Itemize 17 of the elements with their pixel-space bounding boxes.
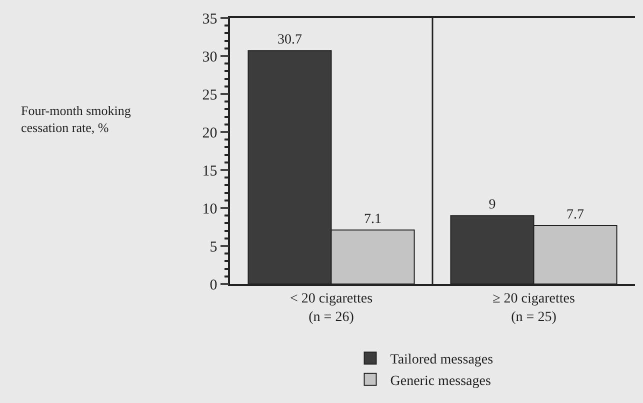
y-tick-label: 25 [202,87,218,104]
data-label: 7.7 [566,207,584,222]
y-tick-label: 10 [202,201,218,218]
text: Four-month smoking cessation rate, % [21,103,132,135]
x-tick-label: ≥ 20 cigarettes (n = 25) [492,292,575,325]
y-tick-label: 0 [210,277,218,294]
y-tick-label: 20 [202,125,218,142]
y-tick-label: 35 [202,11,218,28]
data-label: 30.7 [277,32,302,48]
x-tick-label: < 20 cigarettes (n = 26) [290,292,373,325]
y-tick-label: 30 [202,49,218,66]
y-tick-label: 15 [202,163,218,180]
y-tick-label: 5 [210,239,218,256]
legend-label: Tailored messages [390,352,494,368]
legend-label: Generic messages [390,374,491,389]
data-label: 7.1 [364,212,382,228]
data-label: 9 [488,198,496,213]
